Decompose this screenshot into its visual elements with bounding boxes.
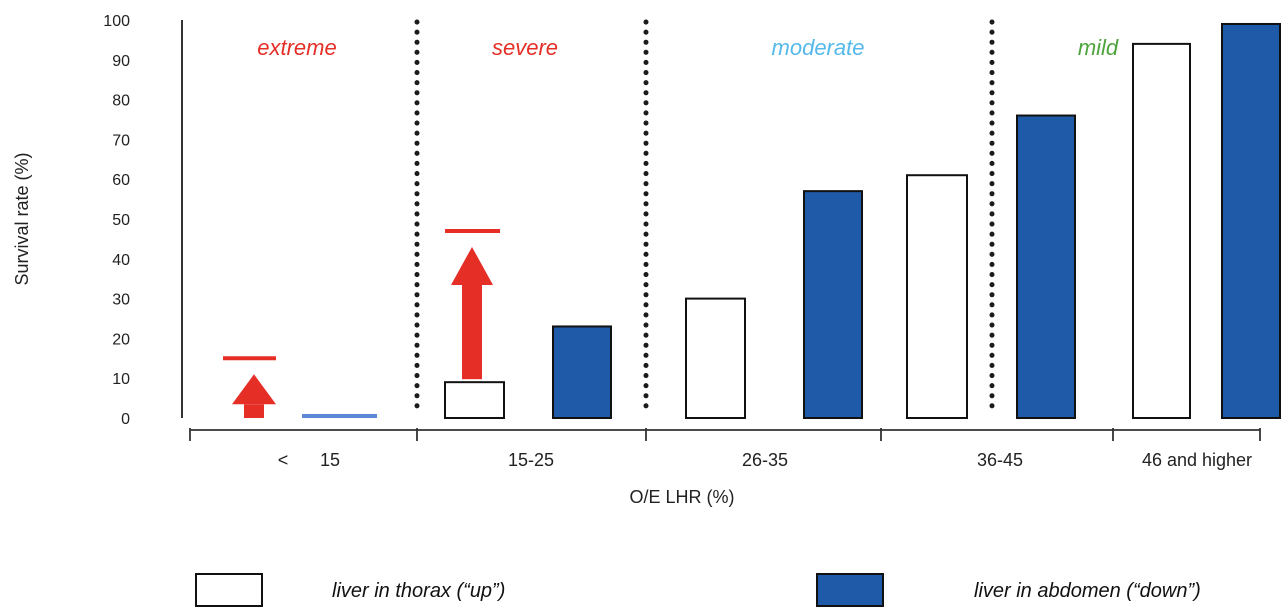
y-tick-label: 10 (112, 371, 130, 388)
legend: liver in thorax (“up”) liver in abdomen (… (195, 573, 1201, 607)
improvement-arrow-head (451, 246, 493, 285)
bar (1221, 22, 1281, 419)
legend-label: liver in thorax (“up”) (332, 580, 505, 602)
severity-label: severe (492, 35, 558, 60)
severity-labels: extreme severe moderate mild (257, 35, 1119, 60)
category-label: 15 (320, 450, 340, 470)
category-label: 36-45 (977, 450, 1023, 470)
category-prefix-label: < (278, 450, 289, 470)
category-label: 46 and higher (1142, 450, 1252, 470)
legend-swatch (816, 573, 884, 607)
bar (685, 297, 746, 420)
improvement-arrow-head (232, 374, 276, 405)
y-tick-label: 80 (112, 93, 130, 110)
y-tick-label: 70 (112, 132, 130, 149)
bar (1132, 42, 1191, 419)
y-tick-label: 60 (112, 172, 130, 189)
y-tick-label: 50 (112, 212, 130, 229)
bar (1016, 114, 1076, 420)
improvement-arrows (223, 228, 500, 418)
bars (302, 22, 1281, 420)
category-label: 15-25 (508, 450, 554, 470)
y-tick-label: 100 (103, 13, 130, 30)
x-axis: <15 15-25 26-35 36-45 46 and higher (189, 428, 1261, 470)
y-axis: 0 10 20 30 40 50 60 70 80 90 100 (103, 13, 183, 428)
legend-label: liver in abdomen (“down”) (974, 580, 1201, 602)
severity-label: mild (1078, 35, 1119, 60)
improvement-arrow-shaft (462, 284, 482, 380)
bar (803, 190, 863, 419)
improvement-arrow-shaft (244, 404, 264, 418)
y-tick-label: 40 (112, 252, 130, 269)
x-axis-title: O/E LHR (%) (629, 487, 734, 507)
y-tick-label: 90 (112, 53, 130, 70)
legend-swatch (195, 573, 263, 607)
y-tick-label: 0 (121, 411, 130, 428)
bar (906, 174, 968, 419)
y-tick-label: 30 (112, 292, 130, 309)
severity-label: extreme (257, 35, 336, 60)
category-label: 26-35 (742, 450, 788, 470)
bar (552, 325, 612, 419)
severity-label: moderate (772, 35, 865, 60)
severity-separators (414, 19, 995, 415)
bar (444, 381, 505, 419)
y-tick-label: 20 (112, 331, 130, 348)
y-axis-title: Survival rate (%) (12, 152, 32, 285)
